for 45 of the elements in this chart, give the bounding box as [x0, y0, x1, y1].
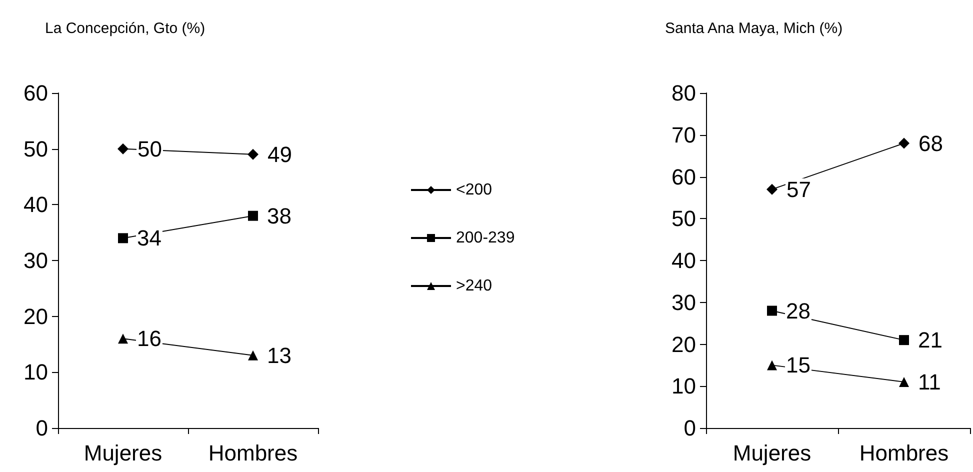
legend-label: >240	[456, 278, 492, 294]
data-label: 38	[267, 203, 292, 228]
point	[898, 138, 910, 149]
data-label: 68	[918, 130, 943, 156]
point	[118, 143, 128, 154]
y-tick-label: 10	[672, 374, 696, 399]
y-tick-label: 80	[672, 80, 696, 106]
legend-label: <200	[456, 182, 492, 198]
data-label: 28	[786, 298, 810, 324]
y-tick-label: 30	[24, 248, 48, 273]
data-label: 11	[918, 369, 941, 394]
point	[767, 306, 777, 316]
data-label: 21	[918, 328, 942, 353]
x-tick-label: Mujeres	[84, 440, 162, 466]
y-tick-label: 20	[672, 332, 696, 357]
data-label: 15	[786, 352, 810, 378]
y-tick-label: 40	[24, 192, 48, 218]
data-label: 13	[267, 342, 292, 368]
y-tick-label: 40	[672, 248, 696, 273]
point	[248, 148, 258, 160]
data-label: 34	[137, 226, 162, 251]
point	[248, 210, 258, 221]
y-tick-label: 20	[24, 304, 48, 329]
y-tick-label: 10	[24, 360, 48, 385]
data-label: 16	[137, 326, 162, 352]
legend-label: 200-239	[456, 230, 515, 246]
data-label: 57	[786, 176, 811, 202]
x-tick-label: Hombres	[859, 440, 949, 466]
y-tick-label: 60	[672, 164, 696, 190]
y-tick-label: 30	[672, 290, 696, 315]
data-label: 49	[268, 142, 292, 167]
chart-title: La Concepción, Gto (%)	[45, 20, 206, 37]
y-tick-label: 0	[684, 416, 696, 440]
x-tick-label: Hombres	[208, 440, 298, 466]
chart-title: Santa Ana Maya, Mich (%)	[665, 20, 843, 37]
point	[899, 335, 909, 346]
y-tick-label: 50	[24, 136, 48, 162]
data-label: 50	[138, 136, 162, 162]
y-tick-label: 50	[672, 206, 696, 232]
x-tick-label: Mujeres	[732, 440, 812, 466]
y-tick-label: 70	[672, 122, 696, 148]
y-tick-label: 60	[24, 80, 48, 106]
point	[118, 233, 128, 244]
y-tick-label: 0	[36, 416, 48, 440]
point	[766, 184, 778, 195]
